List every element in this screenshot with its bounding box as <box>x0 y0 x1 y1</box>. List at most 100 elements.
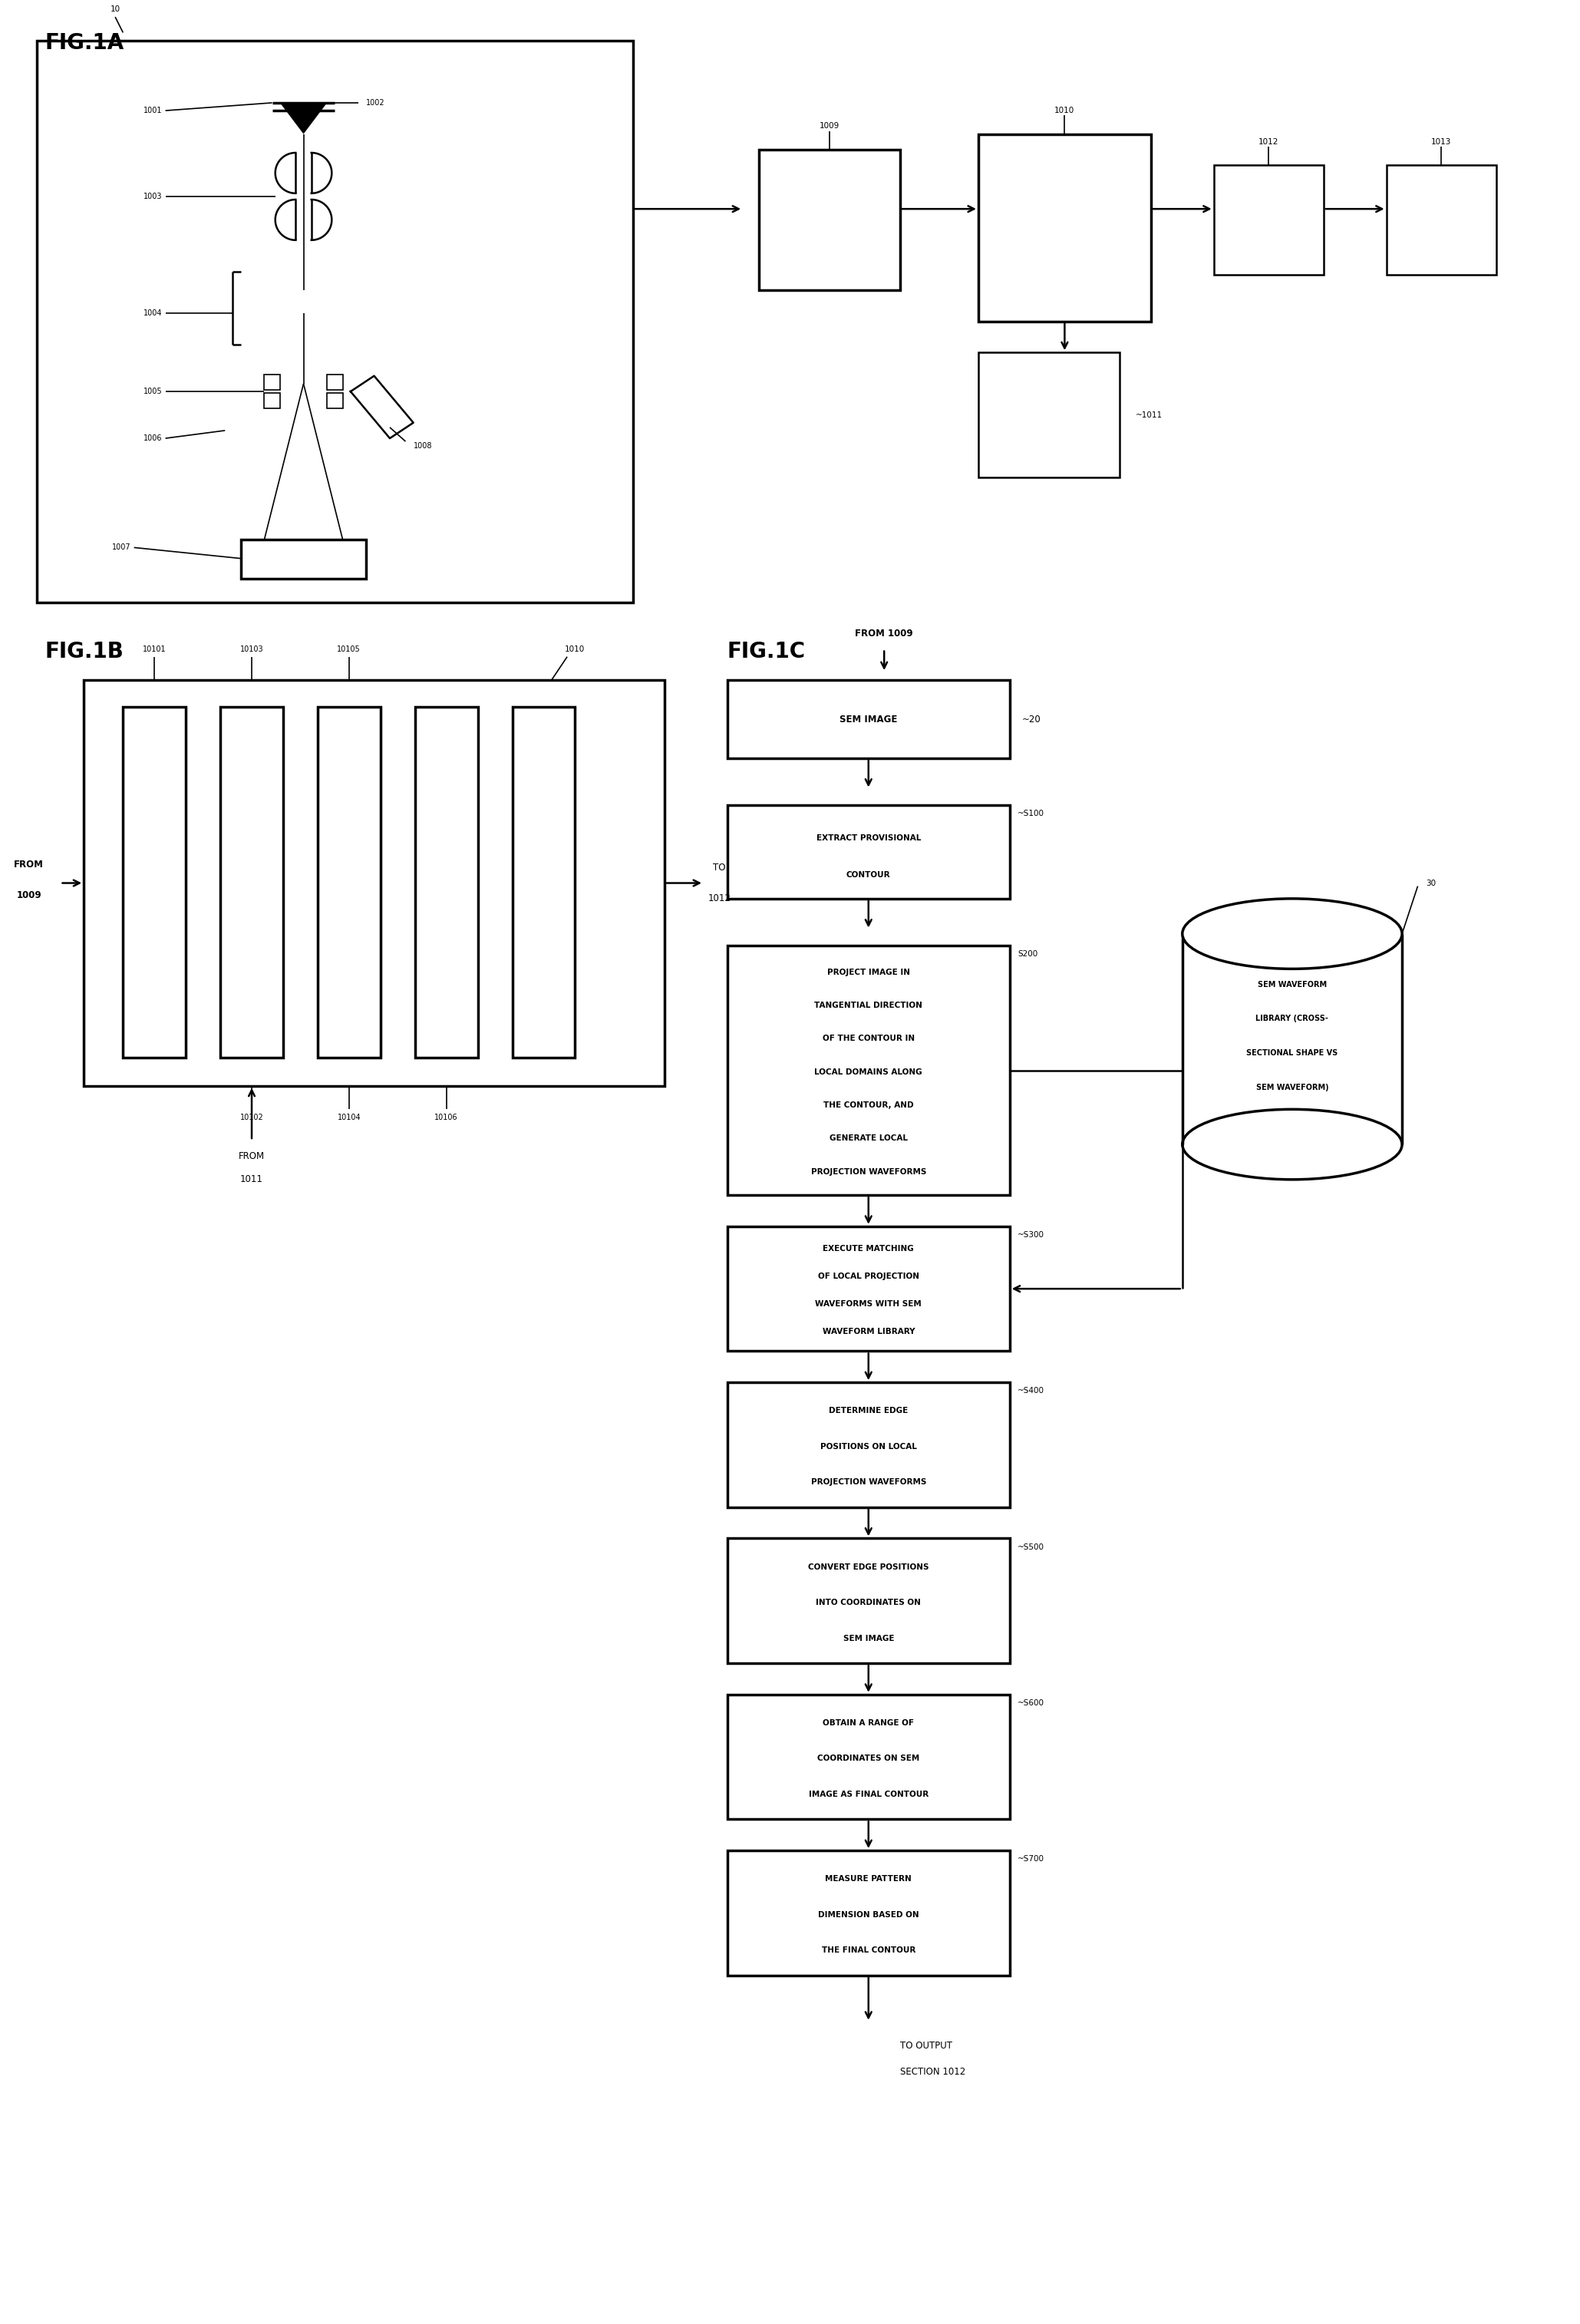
Bar <box>327 374 343 390</box>
Bar <box>416 706 477 1057</box>
Text: TANGENTIAL DIRECTION: TANGENTIAL DIRECTION <box>814 1002 923 1009</box>
Text: PROJECTION WAVEFORMS: PROJECTION WAVEFORMS <box>811 1169 926 1176</box>
Bar <box>1386 165 1496 274</box>
Text: EXTRACT PROVISIONAL: EXTRACT PROVISIONAL <box>817 834 921 841</box>
Text: 1006: 1006 <box>144 435 163 442</box>
Bar <box>264 393 280 409</box>
Text: WAVEFORM LIBRARY: WAVEFORM LIBRARY <box>822 1327 915 1336</box>
Bar <box>727 681 1010 758</box>
Text: 10: 10 <box>111 5 120 14</box>
Text: S200: S200 <box>1018 951 1038 957</box>
Text: LIBRARY (CROSS-: LIBRARY (CROSS- <box>1256 1016 1329 1023</box>
Text: 10106: 10106 <box>434 1113 458 1120</box>
Text: 1007: 1007 <box>112 544 131 551</box>
Text: 1010: 1010 <box>1054 107 1074 114</box>
Text: CONTOUR: CONTOUR <box>847 872 891 878</box>
Bar <box>318 706 381 1057</box>
Text: FIG.1B: FIG.1B <box>44 641 123 662</box>
Text: ~S300: ~S300 <box>1018 1232 1044 1239</box>
Text: OBTAIN A RANGE OF: OBTAIN A RANGE OF <box>823 1720 915 1727</box>
Bar <box>727 1227 1010 1350</box>
Bar <box>727 1694 1010 1820</box>
Text: INTO COORDINATES ON: INTO COORDINATES ON <box>815 1599 921 1606</box>
Text: 1012: 1012 <box>1259 137 1278 146</box>
Text: THE CONTOUR, AND: THE CONTOUR, AND <box>823 1102 913 1109</box>
Polygon shape <box>280 102 327 135</box>
Text: LOCAL DOMAINS ALONG: LOCAL DOMAINS ALONG <box>815 1069 923 1076</box>
Bar <box>36 40 634 602</box>
Text: ~S600: ~S600 <box>1018 1699 1044 1706</box>
Bar <box>758 149 901 290</box>
Text: FIG.1A: FIG.1A <box>44 33 123 53</box>
Text: SEM IMAGE: SEM IMAGE <box>839 713 897 725</box>
Text: OF THE CONTOUR IN: OF THE CONTOUR IN <box>822 1034 915 1043</box>
Bar <box>84 681 665 1085</box>
Text: 1012: 1012 <box>708 895 732 904</box>
Bar <box>240 539 367 579</box>
Text: 1004: 1004 <box>144 309 163 318</box>
Text: POSITIONS ON LOCAL: POSITIONS ON LOCAL <box>820 1443 916 1450</box>
Text: DETERMINE EDGE: DETERMINE EDGE <box>830 1406 908 1415</box>
Bar <box>727 1850 1010 1975</box>
Bar <box>264 374 280 390</box>
Text: ~S700: ~S700 <box>1018 1855 1044 1864</box>
Bar <box>727 1538 1010 1664</box>
Text: 1002: 1002 <box>367 100 386 107</box>
Text: MEASURE PATTERN: MEASURE PATTERN <box>825 1875 912 1882</box>
Text: TO OUTPUT: TO OUTPUT <box>901 2040 953 2050</box>
Text: CONVERT EDGE POSITIONS: CONVERT EDGE POSITIONS <box>807 1564 929 1571</box>
Text: ~20: ~20 <box>1022 713 1041 725</box>
Bar <box>123 706 186 1057</box>
Text: TO: TO <box>713 862 725 872</box>
Bar <box>1213 165 1324 274</box>
Text: SEM WAVEFORM): SEM WAVEFORM) <box>1256 1083 1329 1092</box>
Text: ~S500: ~S500 <box>1018 1543 1044 1550</box>
Text: COORDINATES ON SEM: COORDINATES ON SEM <box>817 1755 920 1762</box>
Text: 1003: 1003 <box>144 193 163 200</box>
Polygon shape <box>351 376 414 439</box>
Text: ~S400: ~S400 <box>1018 1387 1044 1394</box>
Text: 10103: 10103 <box>240 646 264 653</box>
Bar <box>727 804 1010 899</box>
Bar <box>727 946 1010 1195</box>
Text: 1001: 1001 <box>144 107 163 114</box>
Text: 1011: 1011 <box>240 1174 264 1185</box>
Text: THE FINAL CONTOUR: THE FINAL CONTOUR <box>822 1948 915 1954</box>
Text: 30: 30 <box>1425 878 1436 888</box>
Text: GENERATE LOCAL: GENERATE LOCAL <box>830 1134 907 1143</box>
Text: IMAGE AS FINAL CONTOUR: IMAGE AS FINAL CONTOUR <box>809 1789 929 1799</box>
Text: FROM: FROM <box>14 860 44 869</box>
Text: WAVEFORMS WITH SEM: WAVEFORMS WITH SEM <box>815 1299 921 1308</box>
Text: 10105: 10105 <box>337 646 360 653</box>
Text: SECTIONAL SHAPE VS: SECTIONAL SHAPE VS <box>1247 1050 1338 1057</box>
Text: 1013: 1013 <box>1431 137 1452 146</box>
Bar <box>978 353 1120 476</box>
Text: 10102: 10102 <box>240 1113 264 1120</box>
Text: PROJECTION WAVEFORMS: PROJECTION WAVEFORMS <box>811 1478 926 1485</box>
Text: 1008: 1008 <box>414 442 433 451</box>
Bar <box>512 706 575 1057</box>
Text: SECTION 1012: SECTION 1012 <box>901 2066 965 2078</box>
Text: 1005: 1005 <box>144 388 163 395</box>
Text: 1009: 1009 <box>16 890 41 899</box>
Text: ~S100: ~S100 <box>1018 809 1044 818</box>
Text: ~1011: ~1011 <box>1136 411 1163 418</box>
Bar <box>978 135 1150 321</box>
Text: FROM: FROM <box>239 1150 265 1162</box>
Bar <box>727 1383 1010 1508</box>
Text: OF LOCAL PROJECTION: OF LOCAL PROJECTION <box>818 1274 920 1281</box>
Text: 1010: 1010 <box>566 646 585 653</box>
Text: DIMENSION BASED ON: DIMENSION BASED ON <box>818 1910 920 1920</box>
Text: SEM IMAGE: SEM IMAGE <box>844 1634 894 1643</box>
Ellipse shape <box>1182 899 1401 969</box>
Text: 10104: 10104 <box>337 1113 360 1120</box>
Bar <box>220 706 283 1057</box>
Text: FROM 1009: FROM 1009 <box>855 627 913 639</box>
Text: SEM WAVEFORM: SEM WAVEFORM <box>1258 981 1327 988</box>
Text: PROJECT IMAGE IN: PROJECT IMAGE IN <box>826 969 910 976</box>
Text: EXECUTE MATCHING: EXECUTE MATCHING <box>823 1246 913 1253</box>
Text: FIG.1C: FIG.1C <box>727 641 806 662</box>
Text: 1009: 1009 <box>818 123 839 130</box>
Text: 10101: 10101 <box>142 646 166 653</box>
Bar <box>327 393 343 409</box>
